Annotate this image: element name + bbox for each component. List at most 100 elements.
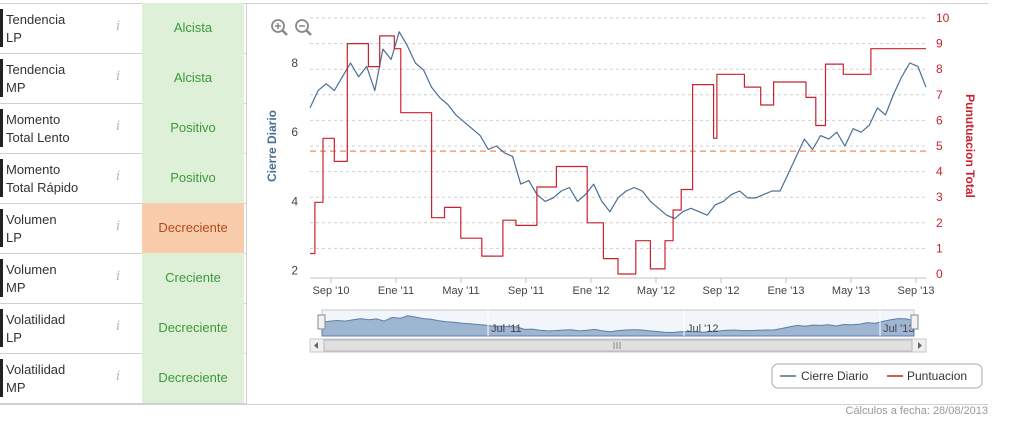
info-icon[interactable]: i bbox=[116, 269, 121, 284]
y-right-tick-label: 7 bbox=[936, 88, 943, 102]
row-marker bbox=[0, 359, 3, 397]
indicator-value: Positivo bbox=[142, 153, 244, 203]
indicator-name-line1: Volumen bbox=[6, 212, 57, 227]
indicator-name-line1: Volatilidad bbox=[6, 312, 66, 327]
legend-box bbox=[771, 363, 983, 389]
scroll-left-arrow[interactable] bbox=[314, 342, 318, 349]
indicator-name-line2: LP bbox=[6, 230, 22, 245]
y-left-tick-label: 2 bbox=[291, 264, 298, 278]
indicator-value: Alcista bbox=[142, 53, 244, 103]
y-right-tick-label: 6 bbox=[936, 113, 943, 127]
indicator-name-line2: LP bbox=[6, 330, 22, 345]
info-icon[interactable]: i bbox=[116, 19, 121, 34]
y-left-tick-label: 6 bbox=[291, 125, 298, 139]
zoom-out-icon-handle bbox=[305, 29, 312, 36]
indicator-name-line1: Tendencia bbox=[6, 12, 66, 27]
indicator-name: Tendencia LP bbox=[6, 11, 106, 47]
indicator-value: Positivo bbox=[142, 103, 244, 153]
indicator-row: Volumen LP i Decreciente bbox=[0, 203, 246, 254]
indicator-name-line2: Total Lento bbox=[6, 130, 70, 145]
info-icon[interactable]: i bbox=[116, 369, 121, 384]
info-icon[interactable]: i bbox=[116, 69, 121, 84]
divider bbox=[0, 404, 988, 405]
y-left-tick-label: 8 bbox=[291, 56, 298, 70]
indicator-name-line2: MP bbox=[6, 280, 26, 295]
indicator-value: Alcista bbox=[142, 3, 244, 53]
indicator-name: Volatilidad LP bbox=[6, 311, 106, 347]
y-right-tick-label: 4 bbox=[936, 165, 943, 179]
calculation-date: Cálculos a fecha: 28/08/2013 bbox=[845, 405, 989, 417]
scroll-right-arrow[interactable] bbox=[918, 342, 922, 349]
scrollbar-thumb[interactable] bbox=[323, 339, 913, 352]
divider bbox=[246, 3, 247, 404]
y-right-tick-label: 10 bbox=[936, 11, 950, 25]
indicator-name-line2: MP bbox=[6, 80, 26, 95]
navigator-handle-left[interactable] bbox=[317, 314, 326, 330]
info-icon[interactable]: i bbox=[116, 119, 121, 134]
y-right-tick-label: 5 bbox=[936, 139, 943, 153]
y-right-tick-label: 8 bbox=[936, 62, 943, 76]
indicator-name-line1: Momento bbox=[6, 112, 61, 127]
indicator-name-line1: Volatilidad bbox=[6, 362, 66, 377]
indicator-name-line1: Momento bbox=[6, 162, 61, 177]
indicator-name: Tendencia MP bbox=[6, 61, 106, 97]
indicator-row: Volatilidad LP i Decreciente bbox=[0, 303, 246, 354]
navigator-label: Jul '13 bbox=[883, 323, 914, 335]
indicator-value: Decreciente bbox=[142, 353, 244, 403]
row-marker bbox=[0, 209, 3, 247]
info-icon[interactable]: i bbox=[116, 169, 121, 184]
legend-label[interactable]: Puntuacion bbox=[907, 369, 967, 383]
indicator-value: Decreciente bbox=[142, 303, 244, 353]
y-right-tick-label: 3 bbox=[936, 190, 943, 204]
zoom-in-icon-handle bbox=[281, 29, 288, 36]
series-line-cierre-diario bbox=[309, 31, 927, 220]
indicator-name: Momento Total Rápido bbox=[6, 161, 106, 197]
indicator-name-line1: Tendencia bbox=[6, 62, 66, 77]
navigator-label: Jul '11 bbox=[491, 323, 522, 335]
x-tick-label: May '12 bbox=[637, 285, 675, 297]
x-tick-label: May '13 bbox=[832, 285, 870, 297]
y-right-tick-label: 9 bbox=[936, 37, 943, 51]
row-marker bbox=[0, 309, 3, 347]
indicator-row: Tendencia LP i Alcista bbox=[0, 3, 246, 54]
indicator-row: Momento Total Lento i Positivo bbox=[0, 103, 246, 154]
x-tick-label: Ene '11 bbox=[378, 285, 414, 297]
row-marker bbox=[0, 9, 3, 47]
y-right-tick-label: 2 bbox=[936, 216, 943, 230]
x-tick-label: Sep '10 bbox=[313, 285, 350, 297]
indicator-value: Decreciente bbox=[142, 203, 244, 253]
y-left-axis-title: Cierre Diario bbox=[265, 110, 279, 182]
indicator-name: Volatilidad MP bbox=[6, 361, 106, 397]
navigator-label: Jul '12 bbox=[687, 323, 718, 335]
x-tick-label: Ene '13 bbox=[768, 285, 805, 297]
x-tick-label: Ene '12 bbox=[573, 285, 610, 297]
indicator-name: Volumen MP bbox=[6, 261, 106, 297]
row-marker bbox=[0, 259, 3, 297]
series-line-puntuacion bbox=[310, 35, 926, 275]
x-tick-label: Sep '12 bbox=[703, 285, 740, 297]
legend-label[interactable]: Cierre Diario bbox=[801, 369, 869, 383]
indicator-row: Volumen MP i Creciente bbox=[0, 253, 246, 304]
indicator-name: Volumen LP bbox=[6, 211, 106, 247]
navigator-handle-right[interactable] bbox=[910, 314, 919, 330]
y-left-tick-label: 4 bbox=[291, 194, 298, 208]
x-tick-label: Sep '11 bbox=[508, 285, 544, 297]
indicator-name-line2: MP bbox=[6, 380, 26, 395]
navigator-series bbox=[321, 315, 915, 337]
info-icon[interactable]: i bbox=[116, 319, 121, 334]
divider bbox=[246, 3, 988, 4]
indicator-row: Momento Total Rápido i Positivo bbox=[0, 153, 246, 204]
info-icon[interactable]: i bbox=[116, 219, 121, 234]
indicator-row: Tendencia MP i Alcista bbox=[0, 53, 246, 104]
indicator-row: Volatilidad MP i Decreciente bbox=[0, 353, 246, 404]
row-marker bbox=[0, 109, 3, 147]
row-marker bbox=[0, 59, 3, 97]
x-tick-label: Sep '13 bbox=[898, 285, 935, 297]
y-right-tick-label: 0 bbox=[936, 267, 943, 281]
indicator-value: Creciente bbox=[142, 253, 244, 303]
y-right-tick-label: 1 bbox=[936, 241, 943, 255]
row-marker bbox=[0, 159, 3, 197]
table-top-border bbox=[0, 3, 246, 4]
x-tick-label: May '11 bbox=[442, 285, 479, 297]
